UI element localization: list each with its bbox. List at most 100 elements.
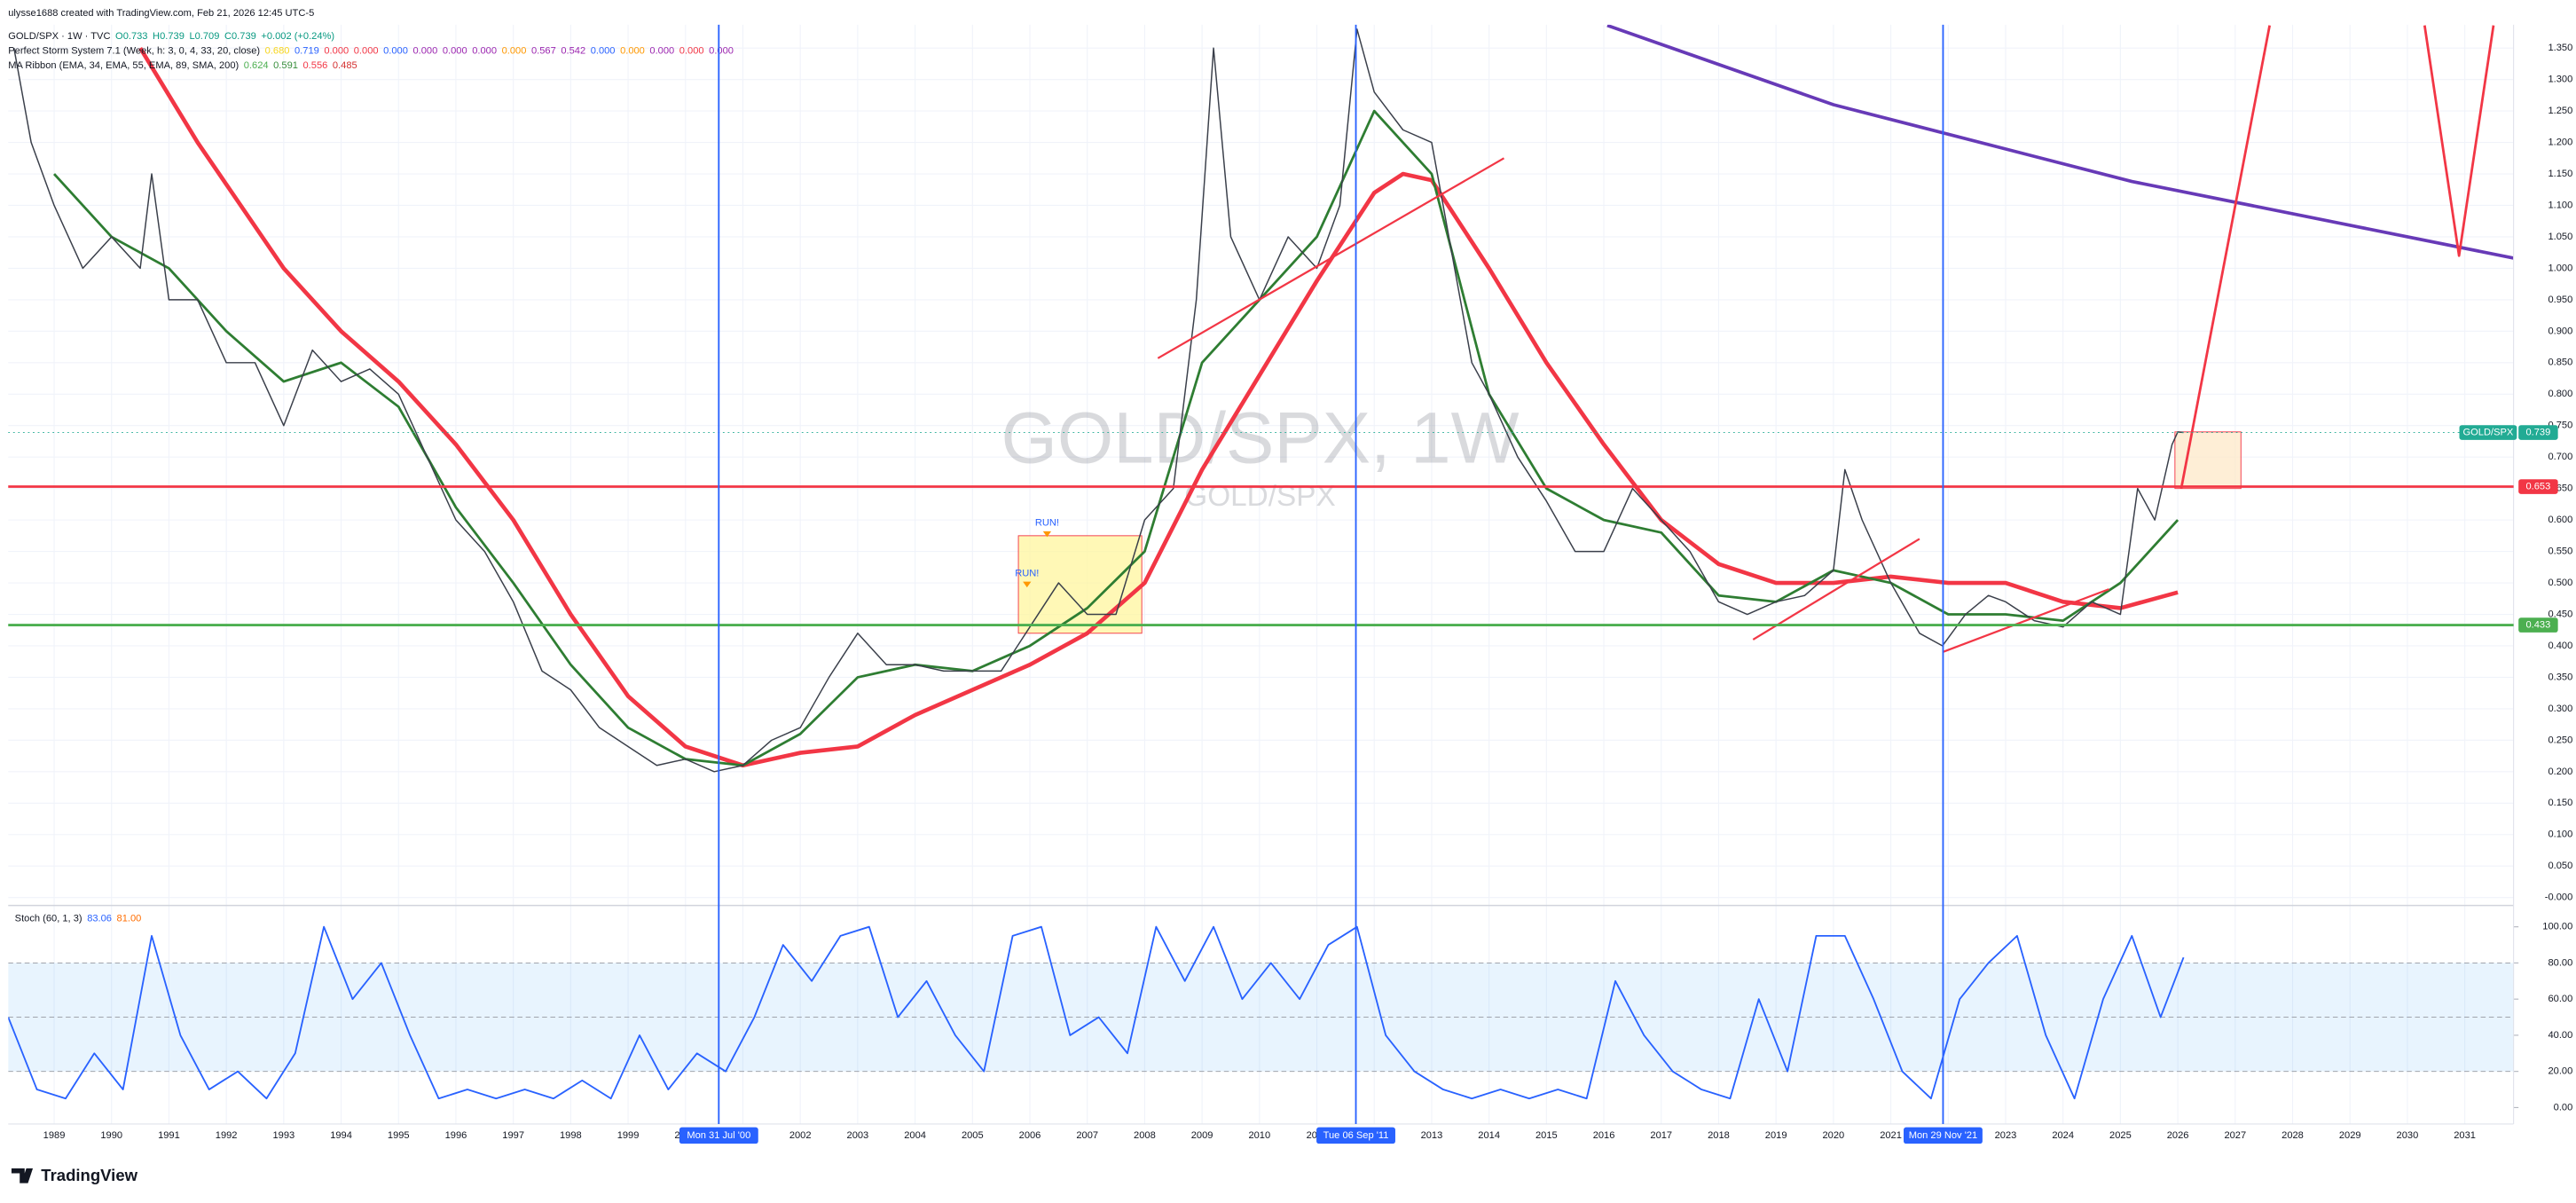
y-tick-label: 60.00 <box>2548 994 2572 1004</box>
y-tick-label: 0.900 <box>2548 326 2572 336</box>
price-pane <box>12 24 2514 773</box>
legend-item: O0.733 <box>115 31 147 42</box>
y-tick-label: 1.300 <box>2548 75 2572 85</box>
series-line <box>2423 25 2495 257</box>
x-tick-label: 2021 <box>1880 1130 1902 1141</box>
legend-item: +0.002 (+0.24%) <box>261 31 334 42</box>
x-tick-label: 2010 <box>1248 1130 1270 1141</box>
x-tick-label: 2024 <box>2052 1130 2074 1141</box>
series-line <box>2179 25 2271 489</box>
x-tick-label: 2008 <box>1134 1130 1156 1141</box>
x-tick-label: 2029 <box>2339 1130 2361 1141</box>
y-tick-label: 1.350 <box>2548 43 2572 53</box>
header-credit: ulysse1688 created with TradingView.com,… <box>8 8 314 19</box>
annotation-arrow <box>1042 531 1052 538</box>
y-tick-label: 0.300 <box>2548 704 2572 714</box>
y-tick-label: 1.150 <box>2548 169 2572 179</box>
series-line <box>52 109 2179 767</box>
x-tick-label: 2006 <box>1019 1130 1041 1141</box>
x-tick-label: 2003 <box>847 1130 869 1141</box>
x-tick-label: 2027 <box>2224 1130 2246 1141</box>
annotation: RUN! <box>1015 568 1039 578</box>
x-tick-label: 2014 <box>1478 1130 1500 1141</box>
y-tick-label: 0.250 <box>2548 735 2572 745</box>
price-tag-value: 0.739 <box>2525 427 2550 437</box>
series-line <box>8 925 2185 1100</box>
legend-item: 0.000 <box>443 46 467 57</box>
price-tag-bg <box>2518 425 2558 440</box>
series-line <box>1157 157 1505 359</box>
series-line <box>1942 588 2109 654</box>
x-tick-label: 1989 <box>43 1130 66 1141</box>
x-tick-label: 2028 <box>2281 1130 2304 1141</box>
x-tick-label: 1996 <box>445 1130 467 1141</box>
x-tick-label: 2007 <box>1076 1130 1098 1141</box>
y-tick-label: 1.050 <box>2548 232 2572 242</box>
y-tick-label: 1.200 <box>2548 138 2572 148</box>
price-tag-name-bg <box>2459 425 2517 440</box>
date-marker-tag <box>679 1127 758 1144</box>
date-marker-label: Mon 29 Nov '21 <box>1909 1130 1977 1141</box>
y-tick-label: 0.450 <box>2548 609 2572 619</box>
y-tick-label: 20.00 <box>2548 1066 2572 1077</box>
x-tick-label: 2017 <box>1650 1130 1672 1141</box>
x-tick-label: 1992 <box>216 1130 238 1141</box>
y-tick-label: 80.00 <box>2548 957 2572 968</box>
level-tag-label: 0.653 <box>2525 481 2550 491</box>
legend-item: L0.709 <box>189 31 219 42</box>
y-tick-label: 0.800 <box>2548 389 2572 399</box>
legend-item: 0.542 <box>561 46 585 57</box>
stoch-title: Stoch (60, 1, 3) 83.06 81.00 <box>15 913 142 924</box>
x-tick-label: 2005 <box>962 1130 984 1141</box>
date-marker-tag <box>1316 1127 1395 1144</box>
legend-item: 0.000 <box>354 46 379 57</box>
x-tick-label: 1991 <box>158 1130 180 1141</box>
x-tick-label: 2015 <box>1535 1130 1558 1141</box>
y-tick-label: 0.550 <box>2548 546 2572 557</box>
x-tick-label: 1993 <box>272 1130 295 1141</box>
x-tick-label: 2020 <box>1823 1130 1845 1141</box>
y-tick-label: 0.600 <box>2548 515 2572 525</box>
legend-item: 0.000 <box>383 46 408 57</box>
date-marker-label: Tue 06 Sep '11 <box>1323 1130 1389 1141</box>
stoch-pane <box>8 925 2514 1100</box>
x-tick-label: 1995 <box>388 1130 410 1141</box>
legend-item: Perfect Storm System 7.1 (Week, h: 3, 0,… <box>8 46 260 57</box>
level-tag <box>2518 479 2558 494</box>
front-layer: GOLD/SPX · 1W · TVC O0.733 H0.739 L0.709 C0.… <box>8 24 2572 1144</box>
x-tick-label: 1994 <box>330 1130 352 1141</box>
legend-item: 0.000 <box>412 46 437 57</box>
x-tick-label: 2013 <box>1421 1130 1443 1141</box>
x-tick-label: 2019 <box>1765 1130 1787 1141</box>
series-line <box>138 46 2179 768</box>
stoch-value: 83.06 <box>87 913 112 924</box>
legend-item: 0.000 <box>679 46 704 57</box>
legend-line: MA Ribbon (EMA, 34, EMA, 55, EMA, 89, SM… <box>8 60 357 71</box>
y-tick-label: 0.950 <box>2548 295 2572 305</box>
legend-line: Perfect Storm System 7.1 (Week, h: 3, 0,… <box>8 46 734 57</box>
date-marker-label: Mon 31 Jul '00 <box>687 1130 750 1141</box>
legend-item: 0.591 <box>273 60 298 71</box>
x-tick-label: 2025 <box>2109 1130 2132 1141</box>
x-tick-label: 2030 <box>2397 1130 2419 1141</box>
legend-item: 0.000 <box>591 46 616 57</box>
y-tick-label: 0.200 <box>2548 767 2572 777</box>
y-tick-label: 40.00 <box>2548 1030 2572 1041</box>
logo-text: TradingView <box>41 1166 137 1184</box>
date-marker-tag <box>1904 1127 1983 1144</box>
x-tick-label: 2026 <box>2167 1130 2189 1141</box>
legend-item: 0.000 <box>502 46 527 57</box>
legend-item: 0.000 <box>324 46 349 57</box>
legend-item: 0.000 <box>620 46 645 57</box>
y-tick-label: 0.850 <box>2548 358 2572 368</box>
x-tick-label: 2002 <box>789 1130 812 1141</box>
x-tick-label: 1998 <box>560 1130 582 1141</box>
price-line <box>12 28 2184 773</box>
legend-item: MA Ribbon (EMA, 34, EMA, 55, EMA, 89, SM… <box>8 60 239 71</box>
y-tick-label: 0.700 <box>2548 452 2572 462</box>
logo-mark <box>11 1168 34 1183</box>
price-tag-name: GOLD/SPX <box>2463 427 2514 437</box>
legend-item: 0.000 <box>709 46 734 57</box>
level-tag-label: 0.433 <box>2525 620 2550 631</box>
